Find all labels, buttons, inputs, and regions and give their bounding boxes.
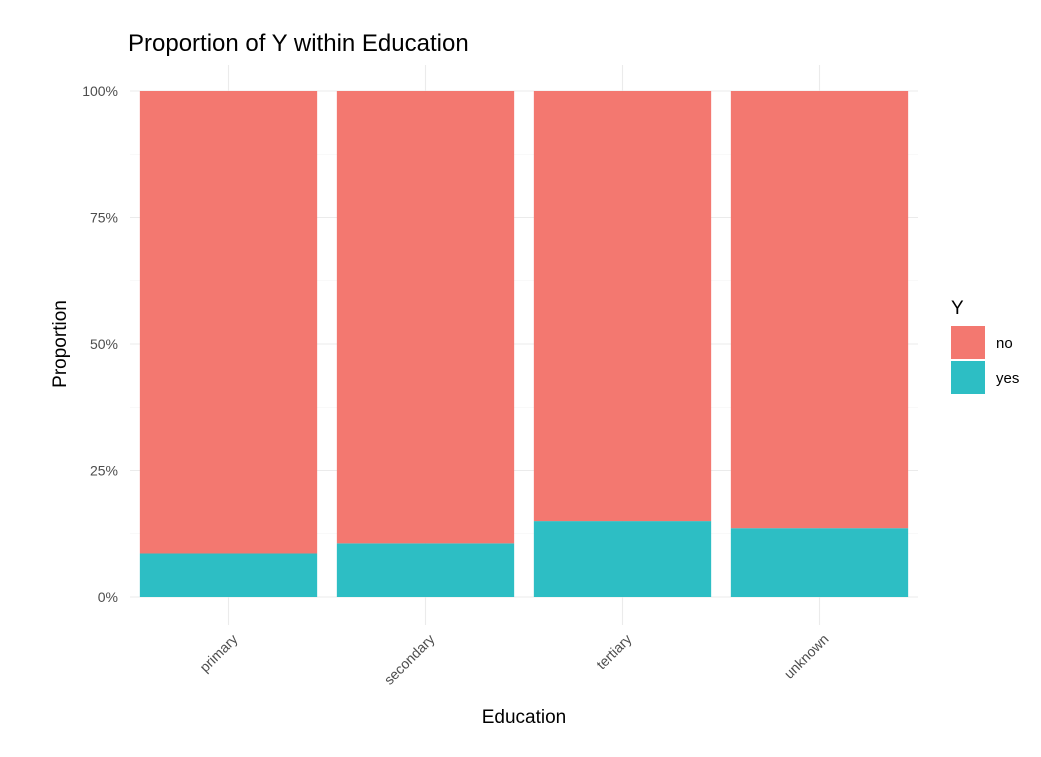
legend-label-yes: yes xyxy=(996,370,1019,387)
bar-yes-tertiary xyxy=(533,521,712,597)
chart-title: Proportion of Y within Education xyxy=(128,30,469,57)
bar-no-tertiary xyxy=(533,91,712,522)
x-tick-label: secondary xyxy=(381,631,438,688)
bar-yes-unknown xyxy=(730,528,909,597)
x-tick-label: unknown xyxy=(781,631,832,682)
legend-key-no xyxy=(951,326,985,359)
bar-yes-primary xyxy=(139,553,318,597)
bar-no-primary xyxy=(139,91,318,554)
bar-no-unknown xyxy=(730,91,909,529)
y-tick-label: 100% xyxy=(82,83,118,99)
bar-yes-secondary xyxy=(336,543,515,597)
legend-key-yes xyxy=(951,361,985,394)
legend-label-no: no xyxy=(996,335,1013,352)
y-tick-label: 50% xyxy=(90,336,118,352)
legend-title: Y xyxy=(951,298,964,319)
y-ticks: 0% 25% 50% 75% 100% xyxy=(82,83,118,605)
bars xyxy=(139,91,909,597)
y-tick-label: 75% xyxy=(90,210,118,226)
x-axis-title: Education xyxy=(482,707,567,728)
legend: Y no yes xyxy=(951,298,1019,394)
bar-no-secondary xyxy=(336,91,515,544)
y-tick-label: 0% xyxy=(98,589,118,605)
x-ticks: primary secondary tertiary unknown xyxy=(196,631,831,688)
y-tick-label: 25% xyxy=(90,463,118,479)
x-tick-label: tertiary xyxy=(593,631,635,673)
legend-items: no yes xyxy=(951,326,1019,394)
y-axis-title: Proportion xyxy=(50,300,71,388)
x-tick-label: primary xyxy=(196,631,240,675)
